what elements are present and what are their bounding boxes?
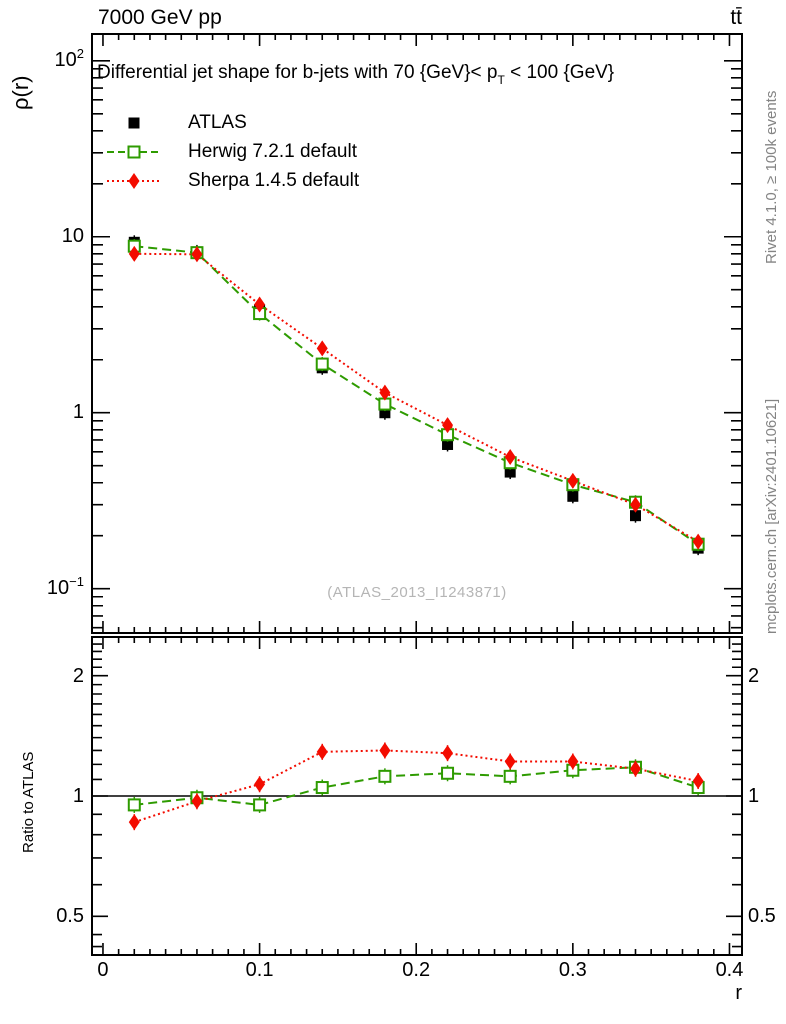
legend-label-atlas: ATLAS xyxy=(188,111,247,133)
plot-title-post: < 100 {GeV} xyxy=(504,62,615,83)
main-ytick-label: 1 xyxy=(72,400,84,423)
legend-label-sherpa: Sherpa 1.4.5 default xyxy=(188,169,360,191)
atlas-marker xyxy=(379,407,391,419)
herwig-ratio-marker xyxy=(253,798,267,812)
xtick-label: 0.1 xyxy=(245,959,274,981)
ratio-ytick-label-left: 0.5 xyxy=(56,905,84,928)
legend-sample-sherpa xyxy=(107,172,161,189)
sherpa-ratio-marker xyxy=(567,753,579,770)
sherpa-marker xyxy=(692,533,704,550)
sherpa-ratio-marker xyxy=(379,742,391,759)
ratio-ytick-label-right: 2 xyxy=(748,664,760,687)
series-line-sherpa xyxy=(133,252,699,824)
series-points-herwig xyxy=(127,239,705,813)
sherpa-marker xyxy=(504,449,516,466)
series-points-sherpa xyxy=(128,245,704,831)
sherpa-ratio-marker xyxy=(128,814,140,831)
ratio-ytick-label-left: 2 xyxy=(72,664,84,687)
sherpa-ratio-marker xyxy=(504,753,516,770)
process-label: tt̄ xyxy=(730,6,742,29)
herwig-ratio-marker xyxy=(441,766,455,780)
legend: ATLAS Herwig 7.2.1 default Sherpa 1.4.5 de… xyxy=(106,108,359,195)
beam-energy-label: 7000 GeV pp xyxy=(98,6,222,29)
atlas-marker xyxy=(504,466,516,478)
sherpa-marker xyxy=(567,472,579,489)
legend-sample-atlas xyxy=(128,117,140,128)
herwig-ratio-marker xyxy=(315,781,329,795)
legend-sample-herwig xyxy=(107,145,161,158)
xtick-label: 0 xyxy=(97,959,109,981)
sherpa-marker xyxy=(316,340,328,357)
sherpa-marker xyxy=(379,384,391,401)
xtick-label: 0.3 xyxy=(558,959,587,981)
sherpa-ratio-marker xyxy=(316,743,328,760)
legend-item-atlas: ATLAS xyxy=(106,108,359,137)
legend-marker-atlas xyxy=(128,117,140,128)
herwig-ratio-marker xyxy=(378,769,392,783)
sherpa-ratio-marker xyxy=(442,745,454,762)
main-ytick-label: 10−1 xyxy=(46,573,84,599)
sherpa-marker xyxy=(254,296,266,313)
plot-title-subscript: T xyxy=(497,73,505,86)
sherpa-ratio-marker xyxy=(191,793,203,810)
sherpa-ratio-marker xyxy=(254,776,266,793)
legend-item-herwig: Herwig 7.2.1 default xyxy=(106,137,359,166)
series-line-herwig xyxy=(134,245,699,806)
main-ytick-label: 102 xyxy=(54,45,84,71)
sherpa-marker xyxy=(128,245,140,262)
series-points-atlas xyxy=(128,235,704,556)
legend-marker-herwig xyxy=(127,145,141,158)
atlas-marker xyxy=(567,490,579,502)
herwig-ratio-marker xyxy=(503,769,517,783)
sherpa-marker xyxy=(442,417,454,434)
legend-item-sherpa: Sherpa 1.4.5 default xyxy=(106,166,359,195)
atlas-marker xyxy=(442,438,454,450)
sherpa-ratio-marker xyxy=(629,760,641,777)
xtick-label: 0.2 xyxy=(402,959,431,981)
ratio-ytick-label-left: 1 xyxy=(72,785,84,807)
legend-label-herwig: Herwig 7.2.1 default xyxy=(188,140,357,162)
sherpa-marker xyxy=(629,496,641,513)
ratio-ytick-label-right: 1 xyxy=(748,785,760,807)
sherpa-ratio-marker xyxy=(692,773,704,790)
herwig-marker xyxy=(315,357,329,371)
legend-marker-sherpa xyxy=(128,172,140,189)
x-axis-title: r xyxy=(735,982,742,1004)
atlas-marker xyxy=(629,510,641,522)
main-ytick-label: 10 xyxy=(61,224,84,247)
sherpa-marker xyxy=(191,246,203,263)
analysis-id-watermark: (ATLAS_2013_I1243871) xyxy=(327,584,507,601)
plot-title: Differential jet shape for b-jets with 7… xyxy=(97,60,741,86)
herwig-ratio-marker xyxy=(127,798,141,812)
axis-ticks xyxy=(92,34,742,955)
plot-title-pre: Differential jet shape for b-jets with 7… xyxy=(97,62,498,83)
ratio-ytick-label-right: 0.5 xyxy=(748,905,776,928)
xtick-label: 0.4 xyxy=(715,959,744,981)
